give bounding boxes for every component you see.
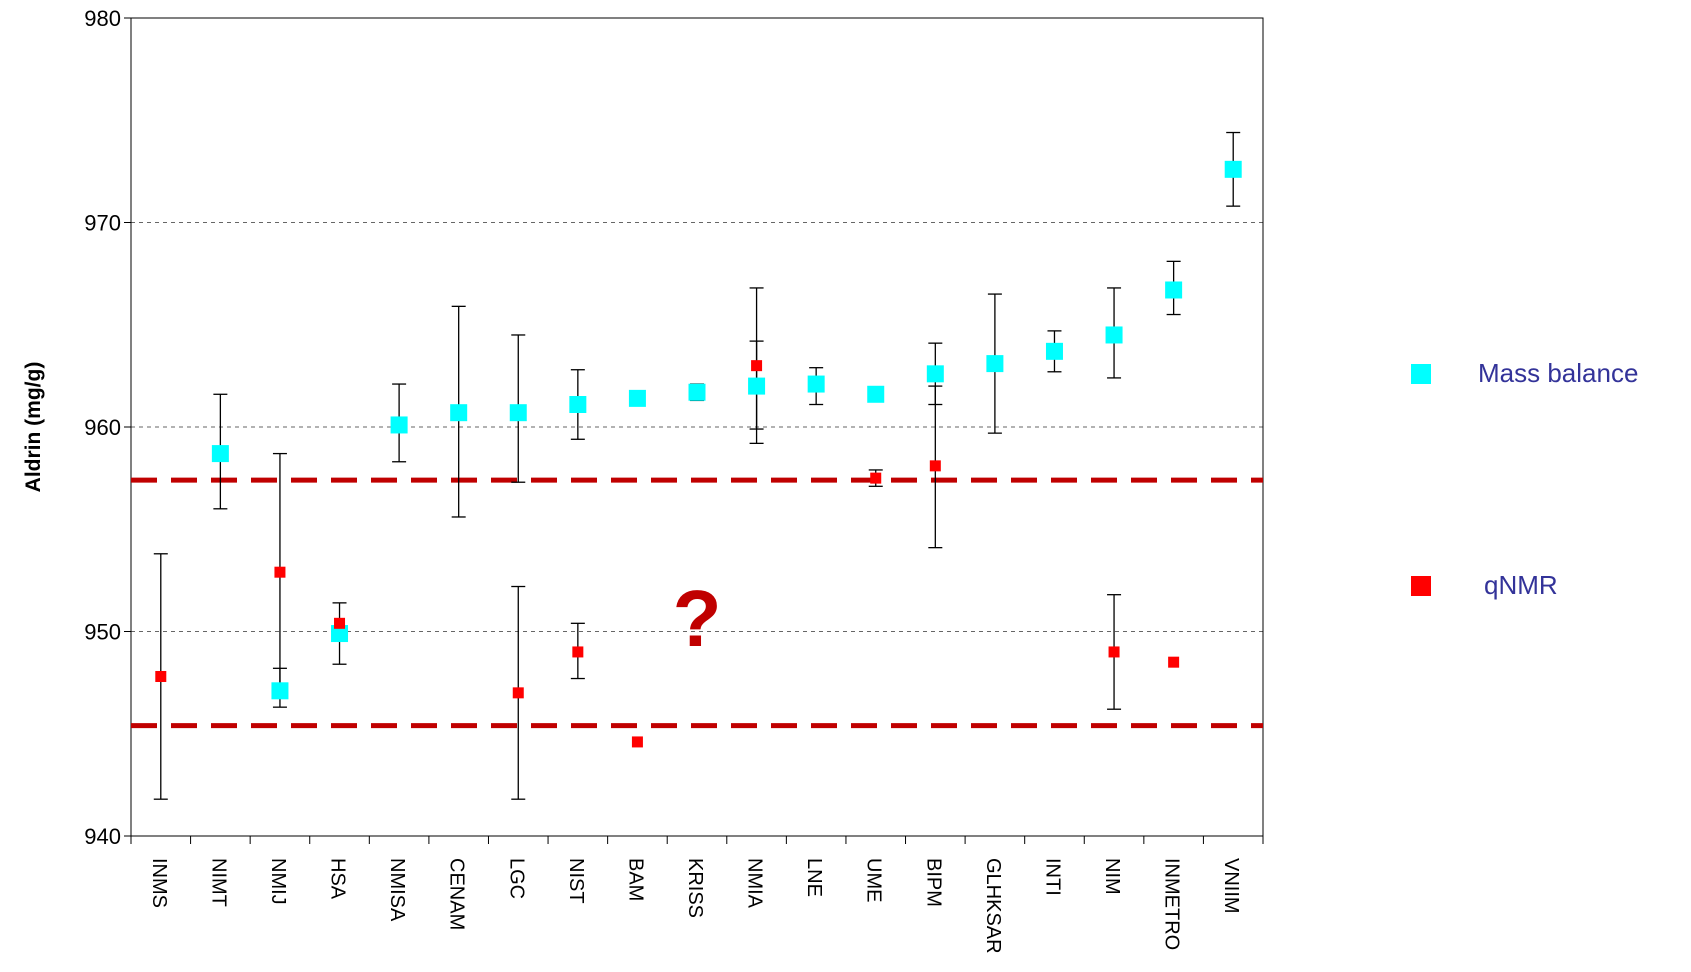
y-axis-label: Aldrin (mg/g) (22, 362, 45, 493)
x-tick-label: NIST (565, 858, 587, 904)
legend-label: Mass balance (1478, 358, 1638, 388)
qnmr-point (334, 617, 346, 629)
legend-swatch (1411, 576, 1431, 596)
mass-balance-point (748, 377, 766, 395)
qnmr-point (512, 687, 524, 699)
y-tick-label: 960 (84, 415, 121, 440)
question-mark-annotation: ? (673, 574, 722, 663)
mass-balance-point (271, 682, 289, 700)
x-tick-label: NIM (1101, 858, 1123, 895)
x-tick-label: INMS (148, 858, 170, 908)
x-tick-label: INMETRO (1161, 858, 1183, 950)
x-tick-label: INTI (1041, 858, 1063, 896)
y-tick-label: 940 (84, 824, 121, 849)
qnmr-point (870, 472, 882, 484)
y-tick-label: 980 (84, 6, 121, 31)
mass-balance-point (807, 375, 825, 393)
legend-swatch (1411, 364, 1431, 384)
mass-balance-point (211, 445, 229, 463)
mass-balance-point (509, 404, 527, 422)
axes: 940 950 960 970 980 INMS NIMT NMIJ HSA NMISA CENAM… (84, 6, 1264, 954)
mass-balance-point (1224, 160, 1242, 178)
mass-balance-point (867, 385, 885, 403)
qnmr-point (929, 460, 941, 472)
x-tick-label: HSA (327, 858, 349, 900)
qnmr-point (572, 646, 584, 658)
y-tick-label: 970 (84, 211, 121, 236)
x-tick-label: GLHKSAR (982, 858, 1004, 954)
mass-balance-point (1165, 281, 1183, 299)
x-tick-label: VNIIM (1220, 858, 1242, 914)
mass-balance-point (986, 355, 1004, 373)
annotations: ? (673, 574, 722, 663)
x-tick-label: LGC (505, 858, 527, 899)
mass-balance-point (450, 404, 468, 422)
x-tick-label: NMIA (744, 858, 766, 909)
reference-lines (131, 477, 1263, 729)
qnmr-point (631, 736, 643, 748)
x-tick-label: KRISS (684, 858, 706, 918)
x-tick-label: BIPM (922, 858, 944, 907)
mass-balance-point (569, 396, 587, 414)
mass-balance-point (1105, 326, 1123, 344)
x-tick-label: UME (863, 858, 885, 902)
x-tick-label: NMISA (386, 858, 408, 922)
qnmr-point (751, 360, 763, 372)
mass-balance-point (331, 625, 349, 643)
qnmr-point (155, 670, 167, 682)
x-tick-label: NMIJ (267, 858, 289, 905)
grid-layer (131, 222, 1263, 632)
data-points (155, 160, 1242, 748)
x-tick-label: NIMT (207, 858, 229, 907)
x-tick-label: BAM (624, 858, 646, 901)
error-bars (153, 131, 1241, 800)
mass-balance-point (390, 416, 408, 434)
legend: Mass balance qNMR (1411, 358, 1638, 600)
qnmr-point (274, 566, 286, 578)
y-tick-label: 950 (84, 620, 121, 645)
qnmr-point (1108, 646, 1120, 658)
mass-balance-point (628, 389, 646, 407)
mass-balance-point (688, 383, 706, 401)
qnmr-point (1168, 656, 1180, 668)
x-tick-label: CENAM (446, 858, 468, 930)
mass-balance-point (1045, 342, 1063, 360)
x-tick-label: LNE (803, 858, 825, 897)
legend-label: qNMR (1484, 570, 1558, 600)
mass-balance-point (926, 365, 944, 383)
